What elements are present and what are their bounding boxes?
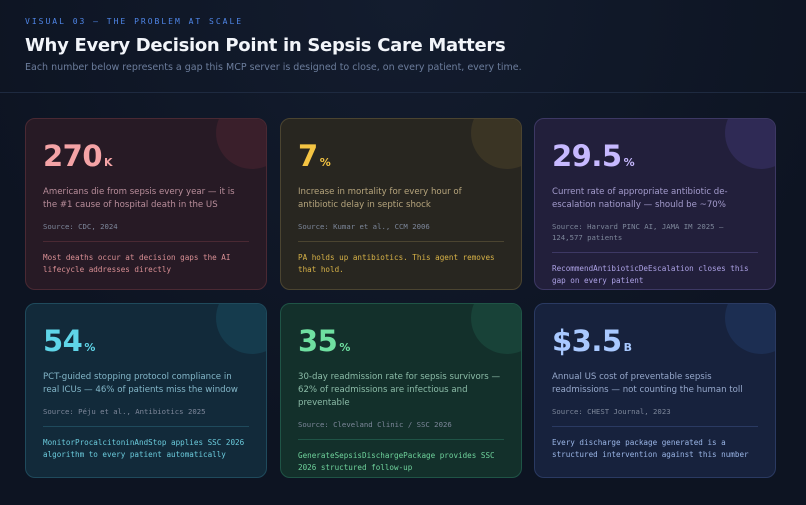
stat-value: $3.5 B [552, 324, 758, 365]
stat-card: 7% Increase in mortality for every hour o… [280, 118, 522, 290]
stat-source: Source: Péju et al., Antibiotics 2025 [43, 407, 206, 416]
card-separator [298, 439, 504, 440]
stat-description: Americans die from sepsis every year — i… [43, 187, 235, 210]
card-separator [43, 241, 249, 242]
stat-number: $3.5 [552, 324, 622, 358]
stat-value: 270 K [43, 139, 249, 180]
stat-unit: % [339, 341, 350, 354]
stat-note: MonitorProcalcitoninAndStop applies SSC … [43, 438, 245, 459]
divider [0, 92, 806, 93]
subtitle: Each number below represents a gap this … [25, 62, 522, 73]
stat-source: Source: Harvard PINC AI, JAMA IM 2025 — … [552, 222, 724, 242]
stat-number: 7 [298, 139, 318, 173]
stat-value: 54% [43, 324, 249, 365]
stat-value: 29.5% [552, 139, 758, 180]
stat-source: Source: CHEST Journal, 2023 [552, 407, 671, 416]
stat-note: RecommendAntibioticDeEscalation closes t… [552, 264, 749, 285]
stat-unit: K [104, 156, 113, 169]
stat-number: 35 [298, 324, 338, 358]
eyebrow: VISUAL 03 — THE PROBLEM AT SCALE [25, 17, 244, 26]
stat-card: 270 K Americans die from sepsis every year… [25, 118, 267, 290]
card-separator [43, 426, 249, 427]
title: Why Every Decision Point in Sepsis Care … [25, 35, 506, 56]
stat-unit: % [84, 341, 95, 354]
stat-source: Source: Kumar et al., CCM 2006 [298, 222, 430, 231]
stat-unit: % [319, 156, 331, 169]
stat-card: 29.5% Current rate of appropriate antibio… [534, 118, 776, 290]
stat-card: 54% PCT-guided stopping protocol complian… [25, 303, 267, 478]
stat-description: Current rate of appropriate antibiotic d… [552, 187, 728, 210]
stat-note: PA holds up antibiotics. This agent remo… [298, 253, 495, 274]
stat-note: Every discharge package generated is a s… [552, 438, 749, 459]
stat-number: 270 [43, 139, 103, 173]
stat-note: Most deaths occur at decision gaps the A… [43, 253, 231, 274]
stat-description: Increase in mortality for every hour of … [298, 187, 462, 210]
stat-source: Source: CDC, 2024 [43, 222, 118, 231]
card-separator [298, 241, 504, 242]
stat-description: 30-day readmission rate for sepsis survi… [298, 372, 501, 408]
card-separator [552, 252, 758, 253]
stat-number: 54 [43, 324, 83, 358]
stat-description: Annual US cost of preventable sepsis rea… [552, 372, 743, 395]
stat-source: Source: Cleveland Clinic / SSC 2026 [298, 420, 452, 429]
stat-value: 7% [298, 139, 504, 180]
stat-card: 35% 30-day readmission rate for sepsis su… [280, 303, 522, 478]
stat-note: GenerateSepsisDischargePackage provides … [298, 451, 495, 472]
card-separator [552, 426, 758, 427]
stat-number: 29.5 [552, 139, 622, 173]
stat-unit: % [623, 156, 635, 169]
stat-description: PCT-guided stopping protocol compliance … [43, 372, 238, 395]
stat-card: $3.5 B Annual US cost of preventable sepsi… [534, 303, 776, 478]
stat-value: 35% [298, 324, 504, 365]
stat-unit: B [623, 341, 632, 354]
